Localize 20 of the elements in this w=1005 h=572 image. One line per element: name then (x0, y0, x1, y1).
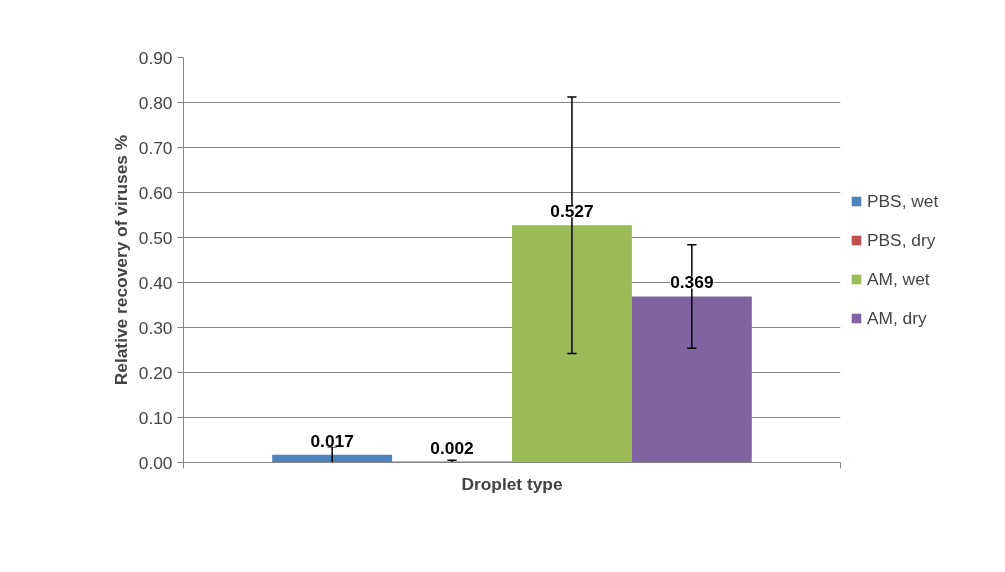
y-tick-label: 0.80 (138, 92, 173, 113)
legend-label: PBS, wet (867, 190, 939, 212)
y-tick-label: 0.60 (138, 182, 173, 203)
y-tick-label: 0.20 (138, 362, 173, 383)
y-tick-label: 0.00 (138, 452, 173, 473)
data-label: 0.369 (670, 272, 714, 293)
y-tick-label: 0.10 (138, 407, 173, 428)
data-label: 0.017 (310, 430, 354, 451)
y-axis-title: Relative recovery of viruses % (110, 134, 131, 386)
data-label: 0.002 (430, 437, 474, 458)
y-tick-label: 0.40 (138, 272, 173, 293)
legend-label: AM, wet (867, 268, 930, 290)
y-tick-label: 0.90 (138, 47, 173, 68)
legend-label: PBS, dry (867, 229, 936, 251)
legend-label: AM, dry (867, 307, 927, 329)
x-axis-title: Droplet type (461, 473, 563, 494)
y-tick-label: 0.30 (138, 317, 173, 338)
y-tick-label: 0.50 (138, 227, 173, 248)
y-tick-label: 0.70 (138, 137, 173, 158)
data-label: 0.527 (550, 201, 594, 222)
